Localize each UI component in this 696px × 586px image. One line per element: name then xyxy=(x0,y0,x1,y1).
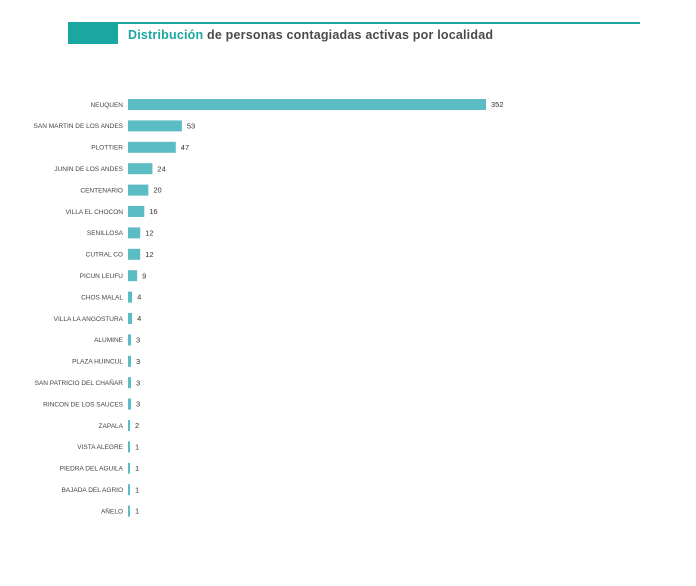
chart-title-accent: Distribución xyxy=(128,28,204,42)
category-label: PLOTTIER xyxy=(91,145,123,152)
category-label: CUTRAL CO xyxy=(86,252,123,259)
value-label: 3 xyxy=(136,357,140,366)
value-label: 2 xyxy=(135,421,139,430)
bar xyxy=(128,291,133,303)
bar xyxy=(128,227,141,239)
category-label: ZAPALA xyxy=(99,423,124,430)
bar xyxy=(128,505,130,517)
value-label: 47 xyxy=(181,143,189,152)
value-label: 1 xyxy=(135,507,139,516)
value-label: 20 xyxy=(153,186,161,195)
bar xyxy=(128,355,132,367)
chart-title: Distribución de personas contagiadas act… xyxy=(128,28,493,42)
bar xyxy=(128,120,182,132)
category-label: CHOS MALAL xyxy=(81,294,123,301)
title-accent-block xyxy=(68,22,118,44)
value-label: 1 xyxy=(135,464,139,473)
bar xyxy=(128,484,130,496)
chart-title-rest: de personas contagiadas activas por loca… xyxy=(203,28,494,42)
bar xyxy=(128,206,145,217)
value-label: 12 xyxy=(145,250,153,259)
category-label: VISTA ALEGRE xyxy=(77,444,123,451)
category-label: PLAZA HUINCUL xyxy=(72,359,123,366)
bar xyxy=(128,334,132,346)
category-label: SAN PATRICIO DEL CHAÑAR xyxy=(35,378,124,387)
category-label: CENTENARIO xyxy=(80,187,123,194)
value-label: 9 xyxy=(142,271,146,280)
bar xyxy=(128,99,486,110)
value-label: 16 xyxy=(149,207,157,216)
value-label: 352 xyxy=(491,100,504,109)
category-label: VILLA LA ANGOSTURA xyxy=(54,316,124,323)
bar xyxy=(128,248,141,260)
category-label: AÑELO xyxy=(101,506,123,515)
bar xyxy=(128,313,133,324)
value-label: 4 xyxy=(137,314,141,323)
bar xyxy=(128,420,131,431)
category-label: JUNIN DE LOS ANDES xyxy=(54,166,123,173)
value-label: 3 xyxy=(136,400,140,409)
bar xyxy=(128,377,132,389)
category-label: PICUN LEUFU xyxy=(80,273,124,280)
title-rule xyxy=(118,22,640,24)
category-label: PIEDRA DEL AGUILA xyxy=(60,466,124,473)
bar xyxy=(128,184,149,196)
category-label: SENILLOSA xyxy=(87,230,124,237)
bar xyxy=(128,398,132,410)
bar xyxy=(128,270,138,282)
value-label: 24 xyxy=(157,164,165,173)
bar xyxy=(128,441,130,453)
value-label: 1 xyxy=(135,485,139,494)
category-label: RINCON DE LOS SAUCES xyxy=(43,401,123,408)
value-label: 53 xyxy=(187,122,195,131)
value-label: 1 xyxy=(135,443,139,452)
value-label: 3 xyxy=(136,336,140,345)
bar xyxy=(128,462,130,474)
value-label: 12 xyxy=(145,229,153,238)
value-label: 3 xyxy=(136,378,140,387)
category-label: VILLA EL CHOCON xyxy=(65,209,123,216)
category-label: NEUQUEN xyxy=(90,102,123,109)
bar xyxy=(128,163,153,175)
bar xyxy=(128,141,176,153)
category-label: BAJADA DEL AGRIO xyxy=(61,487,123,494)
category-label: ALUMINE xyxy=(94,337,124,344)
category-label: SAN MARTIN DE LOS ANDES xyxy=(34,123,124,130)
value-label: 4 xyxy=(137,293,141,302)
